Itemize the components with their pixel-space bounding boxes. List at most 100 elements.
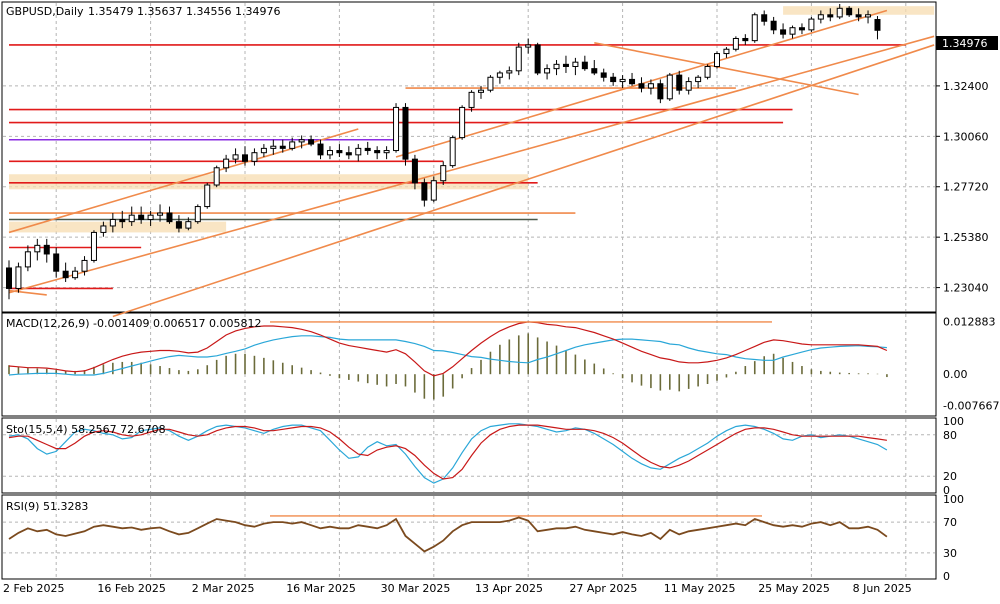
candle-body xyxy=(232,154,239,160)
symbol-label: GBPUSD,Daily xyxy=(6,5,84,18)
date-tick-label: 30 Mar 2025 xyxy=(381,582,451,595)
candle-body xyxy=(506,70,513,74)
candle-body xyxy=(411,158,418,184)
candle-body xyxy=(553,63,560,70)
candle-body xyxy=(600,72,607,78)
candle-body xyxy=(147,214,154,220)
macd-label: MACD(12,26,9) -0.001409 0.006517 0.00581… xyxy=(6,317,261,330)
candle-body xyxy=(175,221,182,229)
candle-body xyxy=(6,267,12,289)
candles[interactable] xyxy=(6,4,881,300)
candle-body xyxy=(619,78,626,83)
candle-body xyxy=(223,158,230,169)
candle-body xyxy=(326,150,333,156)
candle-body xyxy=(638,83,645,89)
axes: 1.32400 1.30060 1.27720 1.25380 1.23040 0.012… xyxy=(3,80,999,595)
candle-body xyxy=(647,83,654,89)
stochastic-k-line xyxy=(8,423,888,484)
date-tick-label: 11 May 2025 xyxy=(664,582,736,595)
candle-body xyxy=(714,53,720,67)
candle-body xyxy=(383,150,390,154)
candle-body xyxy=(874,19,881,31)
candle-body xyxy=(53,253,60,272)
stochastic-indicator xyxy=(3,423,935,484)
candle-body xyxy=(468,91,475,108)
rsi-tick-label: 0 xyxy=(943,570,950,583)
candle-body xyxy=(430,180,437,201)
supply-demand-zone xyxy=(9,174,529,190)
candle-body xyxy=(317,143,324,156)
stochastic-d-line xyxy=(8,424,887,480)
macd-panel-frame xyxy=(1,312,937,417)
candle-body xyxy=(204,184,211,208)
candle-body xyxy=(695,76,702,83)
candle-body xyxy=(865,14,872,18)
date-tick-label: 2 Mar 2025 xyxy=(192,582,255,595)
candle-body xyxy=(374,150,381,154)
date-tick-label: 2 Feb 2025 xyxy=(3,582,64,595)
price-panel-frame xyxy=(1,1,937,313)
candle-body xyxy=(761,14,768,22)
candle-body xyxy=(515,46,522,72)
candle-body xyxy=(591,68,598,74)
candle-body xyxy=(100,225,107,233)
macd-main-line xyxy=(8,321,888,377)
price-tick-label: 1.30060 xyxy=(943,130,989,143)
candle-body xyxy=(487,76,494,91)
macd-indicator xyxy=(8,321,888,400)
candle-body xyxy=(855,14,862,18)
rsi-label: RSI(9) 51.3283 xyxy=(6,500,88,513)
macd-tick-label: 0.012883 xyxy=(943,316,996,329)
candle-body xyxy=(789,27,796,35)
candle-body xyxy=(308,139,315,145)
rsi-tick-label: 30 xyxy=(943,547,957,560)
candle-body xyxy=(817,14,824,20)
candle-body xyxy=(666,74,673,100)
candle-body xyxy=(846,7,853,16)
price-tick-label: 1.27720 xyxy=(943,181,989,194)
macd-signal-line xyxy=(8,335,887,376)
candle-body xyxy=(534,44,541,74)
candle-body xyxy=(827,14,834,18)
candle-body xyxy=(478,89,484,93)
trendline xyxy=(112,44,935,318)
candle-body xyxy=(213,167,220,186)
candle-body xyxy=(34,244,41,253)
candle-body xyxy=(289,141,296,149)
candle-body xyxy=(459,106,466,139)
date-tick-label: 16 Feb 2025 xyxy=(97,582,165,595)
rsi-line xyxy=(8,516,888,553)
candle-body xyxy=(72,270,79,279)
candle-body xyxy=(157,212,164,216)
candle-body xyxy=(562,63,569,67)
candle-body xyxy=(81,259,88,272)
candle-body xyxy=(676,74,683,91)
candle-body xyxy=(119,218,126,223)
candle-body xyxy=(742,37,749,42)
candle-body xyxy=(449,137,456,167)
rsi-panel-frame xyxy=(1,494,937,580)
candle-body xyxy=(544,68,551,74)
candle-body xyxy=(62,270,69,279)
date-tick-label: 27 Apr 2025 xyxy=(569,582,637,595)
candle-body xyxy=(166,212,173,223)
rsi-tick-label: 70 xyxy=(943,516,957,529)
rsi-indicator xyxy=(3,515,935,554)
price-tick-label: 1.32400 xyxy=(943,80,989,93)
date-tick-label: 16 Mar 2025 xyxy=(286,582,356,595)
current-price-label: 1.34976 xyxy=(942,37,988,50)
candle-body xyxy=(43,244,50,255)
candle-body xyxy=(808,18,815,31)
current-price-badge xyxy=(936,36,998,50)
candle-body xyxy=(15,266,22,289)
candle-body xyxy=(496,72,503,78)
rsi-tick-label: 100 xyxy=(943,493,964,506)
candle-body xyxy=(610,76,617,83)
candle-body xyxy=(704,65,711,78)
ohlc-values: 1.35479 1.35637 1.34556 1.34976 xyxy=(88,5,280,18)
candle-body xyxy=(780,29,787,35)
candle-body xyxy=(138,214,145,220)
candle-body xyxy=(128,214,135,223)
